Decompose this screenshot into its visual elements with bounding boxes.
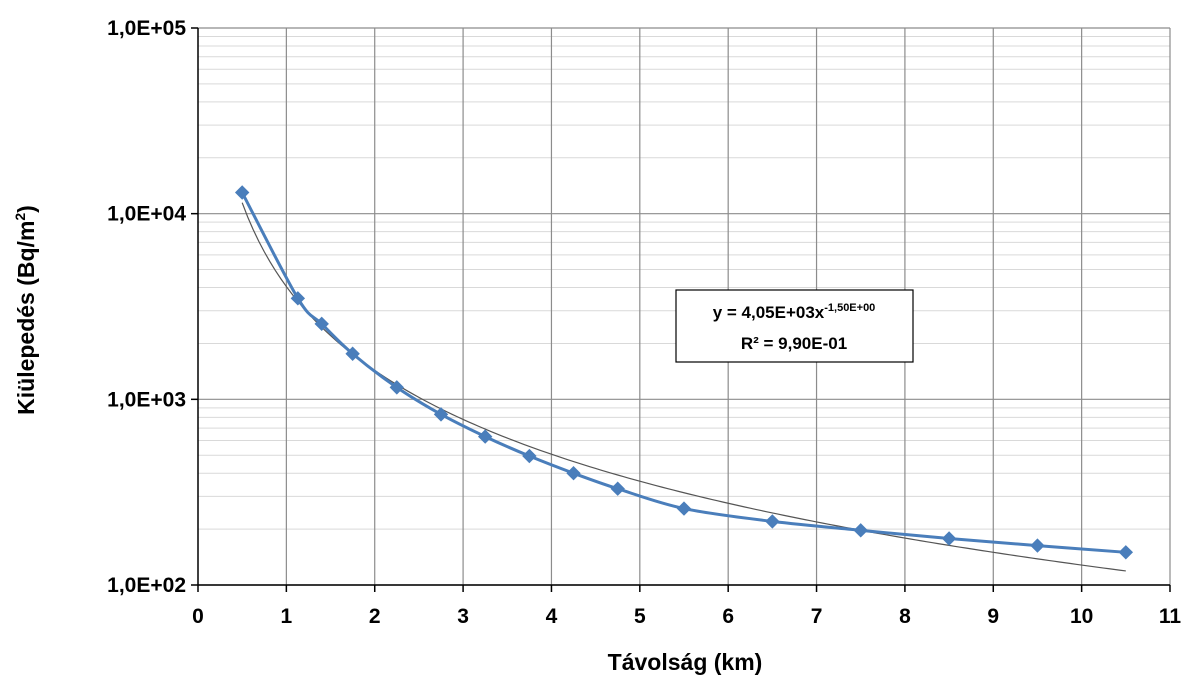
minor-gridlines: [198, 35, 1170, 530]
x-tick-label: 2: [369, 605, 381, 628]
x-tick-label: 5: [634, 605, 646, 628]
data-point-marker: [477, 429, 493, 444]
data-point-marker: [234, 185, 250, 200]
data-point-marker: [314, 316, 329, 332]
y-tick-label: 1,0E+04: [107, 203, 186, 226]
data-point-marker: [853, 523, 868, 538]
x-tick-label: 0: [192, 605, 204, 628]
data-point-marker: [433, 407, 449, 422]
data-markers: [234, 185, 1134, 560]
power-trendline: [241, 202, 1126, 572]
x-tick-label: 11: [1159, 605, 1182, 628]
x-tick-label: 10: [1070, 605, 1093, 628]
data-point-marker: [941, 531, 957, 546]
data-point-marker: [676, 501, 692, 516]
data-point-marker: [610, 481, 625, 496]
data-point-marker: [566, 466, 581, 481]
data-point-marker: [522, 448, 537, 464]
x-tick-label: 4: [546, 605, 558, 628]
x-tick-label: 7: [811, 605, 823, 628]
equation-main: y = 4,05E+03x: [713, 303, 825, 322]
data-point-marker: [345, 346, 360, 361]
y-tick-label: 1,0E+05: [107, 17, 186, 40]
y-tick-label: 1,0E+02: [107, 574, 186, 597]
x-tick-label: 1: [281, 605, 293, 628]
y-axis-title-sup: 2: [12, 213, 28, 221]
equation-label: y = 4,05E+03x-1,50E+00: [713, 302, 876, 322]
y-tick-labels: 1,0E+02 1,0E+03 1,0E+04 1,0E+05: [107, 17, 186, 597]
y-tick-label: 1,0E+03: [107, 388, 186, 411]
data-point-marker: [1030, 538, 1045, 553]
data-point-marker: [389, 380, 405, 395]
x-tick-label: 8: [899, 605, 911, 628]
equation-exponent: -1,50E+00: [824, 302, 875, 314]
x-tick-label: 9: [987, 605, 999, 628]
y-axis-title-tail: ): [13, 205, 39, 213]
trendline: [241, 202, 1126, 572]
x-tick-labels: 0 1 2 3 4 5 6 7 8 9 10 11: [192, 605, 1181, 628]
equation-box: y = 4,05E+03x-1,50E+00 R² = 9,90E-01: [675, 289, 914, 363]
y-axis-title-main: Kiülepedés (Bq/m: [13, 221, 39, 415]
x-tick-label: 3: [457, 605, 469, 628]
r-squared-label: R² = 9,90E-01: [741, 334, 847, 353]
data-point-marker: [290, 291, 306, 306]
data-point-marker: [1118, 545, 1134, 560]
y-axis-title: Kiülepedés (Bq/m2): [12, 205, 39, 415]
x-tick-label: 6: [722, 605, 734, 628]
x-axis-title: Távolság (km): [608, 649, 763, 675]
data-point-marker: [765, 514, 780, 529]
axes: [191, 27, 1171, 592]
